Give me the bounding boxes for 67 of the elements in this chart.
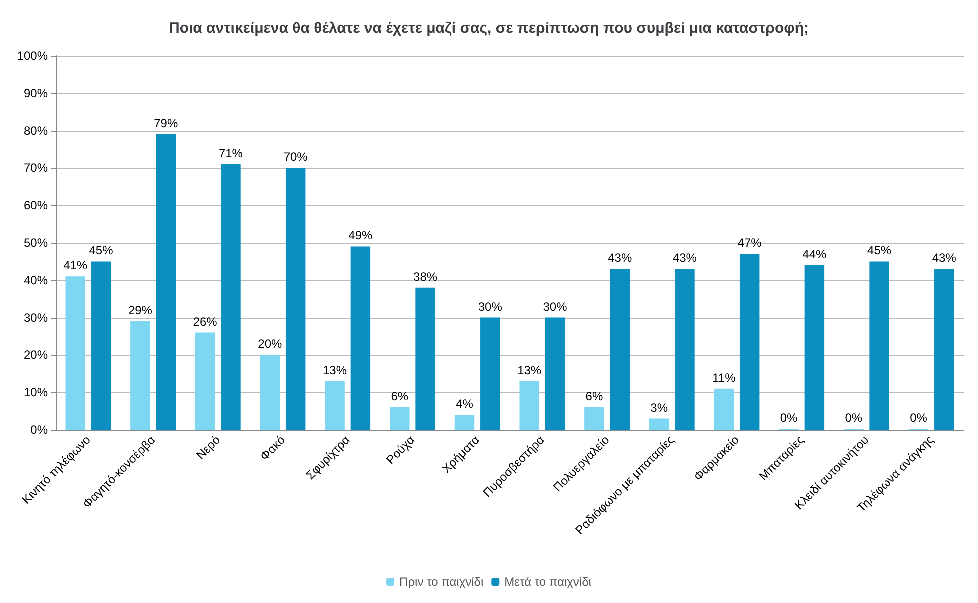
bar xyxy=(804,265,825,430)
data-label: 47% xyxy=(738,236,762,250)
data-label: 30% xyxy=(543,300,568,314)
bar xyxy=(545,318,566,430)
data-label: 6% xyxy=(586,390,604,404)
bar xyxy=(416,288,436,430)
data-label: 71% xyxy=(218,146,244,160)
bar xyxy=(156,134,176,430)
chart-title: Ποια αντικείμενα θα θέλατε να έχετε μαζί σας, σε περίπτωση που συμβεί μια καταστροφή; xyxy=(168,20,810,37)
bar xyxy=(934,269,954,430)
data-label: 49% xyxy=(348,228,374,243)
data-label: 4% xyxy=(456,397,474,412)
data-label: 29% xyxy=(128,304,153,318)
y-tick-label: 20% xyxy=(24,348,48,362)
y-tick-label: 60% xyxy=(24,198,48,213)
bar xyxy=(454,415,475,430)
bar xyxy=(286,168,306,430)
bar xyxy=(870,262,890,430)
data-label: 43% xyxy=(932,251,957,266)
y-tick-label: 90% xyxy=(24,86,48,100)
data-label: 20% xyxy=(258,337,282,352)
data-label: 13% xyxy=(518,363,542,378)
y-tick-label: 10% xyxy=(24,386,48,400)
bar xyxy=(66,276,86,430)
data-label: 41% xyxy=(64,258,88,273)
legend-label: Πριν το παιχνίδι xyxy=(400,575,484,589)
bar xyxy=(130,322,150,430)
legend-label: Μετά το παιχνίδι xyxy=(504,575,592,589)
data-label: 0% xyxy=(910,411,928,425)
y-tick-label: 30% xyxy=(24,310,48,325)
data-label: 43% xyxy=(672,251,698,266)
y-tick-label: 50% xyxy=(24,236,48,250)
data-label: 3% xyxy=(650,400,668,415)
data-label: 45% xyxy=(868,244,892,258)
data-label: 26% xyxy=(193,314,218,329)
bar xyxy=(195,332,216,430)
data-label: 38% xyxy=(414,270,438,284)
y-tick-label: 0% xyxy=(30,423,48,437)
data-label: 11% xyxy=(712,370,736,385)
data-label: 13% xyxy=(323,363,348,378)
data-label: 0% xyxy=(845,411,863,425)
data-label: 43% xyxy=(608,251,632,266)
bar xyxy=(520,381,540,430)
y-tick-label: 80% xyxy=(24,124,48,138)
bar xyxy=(390,408,410,430)
data-label: 45% xyxy=(89,244,114,258)
bar xyxy=(714,388,734,430)
bar xyxy=(649,418,670,430)
bar xyxy=(610,269,630,430)
bar xyxy=(325,381,345,430)
y-tick-label: 40% xyxy=(24,273,48,288)
data-label: 0% xyxy=(780,411,798,425)
bar xyxy=(740,254,760,430)
y-tick-label: 100% xyxy=(17,49,48,63)
y-tick-label: 70% xyxy=(24,161,48,176)
bar xyxy=(91,262,112,430)
data-label: 79% xyxy=(154,116,178,131)
data-label: 30% xyxy=(478,300,503,314)
data-label: 70% xyxy=(284,150,308,164)
bar xyxy=(480,318,500,430)
data-label: 44% xyxy=(802,247,828,262)
bar xyxy=(584,408,604,430)
data-label: 6% xyxy=(391,390,409,404)
bar xyxy=(675,269,695,430)
bar xyxy=(350,246,371,430)
bar xyxy=(221,164,241,430)
bar xyxy=(260,355,280,430)
